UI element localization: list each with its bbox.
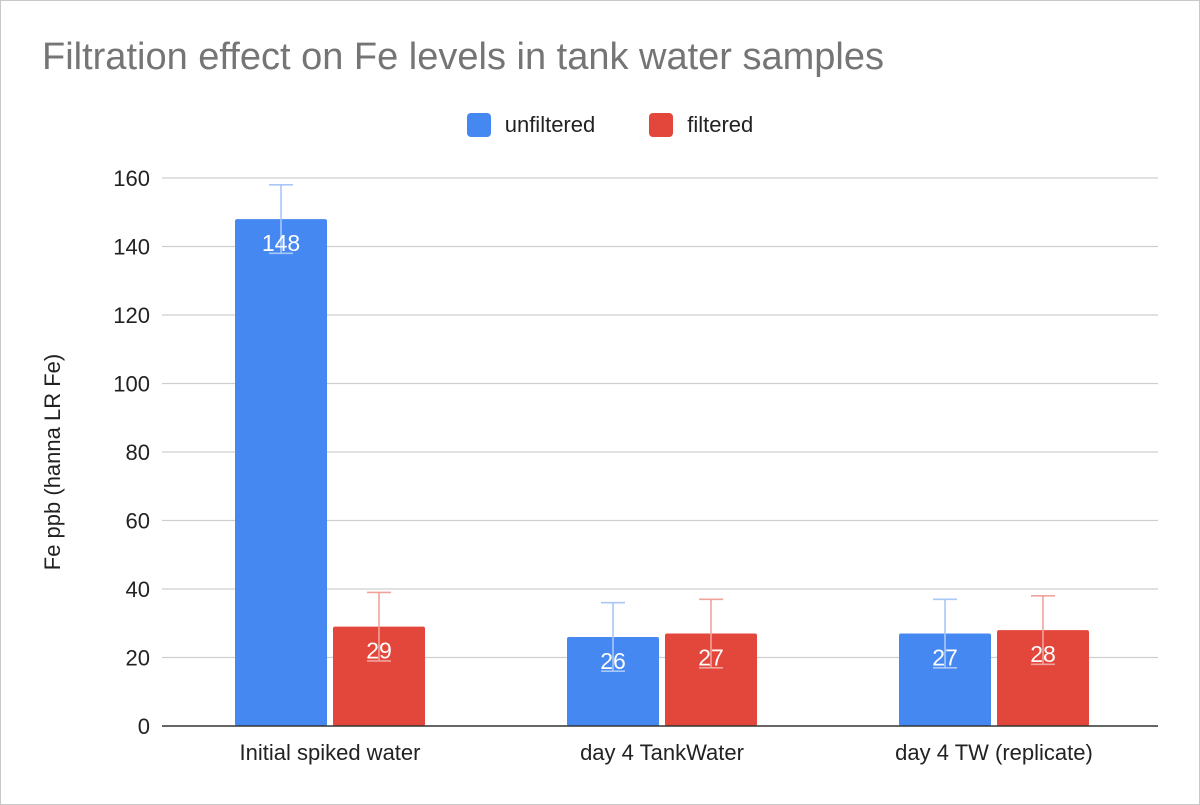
legend-swatch-unfiltered (466, 113, 491, 137)
legend-item-unfiltered[interactable]: unfiltered (447, 112, 596, 138)
x-tick-label: Initial spiked water (240, 740, 421, 765)
bar-unfiltered (899, 633, 991, 726)
data-label: 27 (698, 645, 724, 671)
y-tick-label: 60 (126, 509, 150, 534)
bar-unfiltered (235, 219, 327, 726)
bar-filtered (333, 626, 425, 726)
x-tick-label: day 4 TankWater (580, 740, 744, 765)
y-axis-title: Fe ppb (hanna LR Fe) (40, 354, 65, 570)
y-tick-label: 160 (113, 166, 150, 191)
y-tick-label: 140 (113, 235, 150, 260)
x-tick-label: day 4 TW (replicate) (895, 740, 1093, 765)
data-label: 148 (262, 230, 300, 256)
gridlines (162, 177, 1158, 659)
y-tick-label: 80 (126, 440, 150, 465)
legend-label-unfiltered: unfiltered (504, 112, 596, 137)
data-labels: 148 29 26 27 27 28 (262, 230, 1056, 674)
data-label: 29 (366, 638, 392, 664)
y-tick-labels: 0 20 40 60 80 100 120 140 160 (113, 166, 150, 739)
y-tick-label: 120 (113, 303, 150, 328)
legend-label-filtered: filtered (687, 112, 754, 137)
data-label: 28 (1030, 641, 1056, 667)
data-label: 26 (600, 648, 626, 674)
legend: unfiltered filtered (0, 108, 1200, 142)
y-tick-label: 40 (126, 577, 150, 602)
legend-item-filtered[interactable]: filtered (629, 112, 753, 138)
y-tick-label: 0 (138, 714, 150, 739)
bar-filtered (997, 630, 1089, 726)
y-tick-label: 100 (113, 372, 150, 397)
legend-swatch-filtered (649, 113, 674, 137)
x-tick-labels: Initial spiked water day 4 TankWater day 4… (240, 740, 1093, 765)
bar-filtered (665, 633, 757, 726)
chart-title: Filtration effect on Fe levels in tank w… (42, 36, 885, 78)
y-tick-label: 20 (126, 646, 150, 671)
error-bars (269, 184, 1055, 673)
bars (235, 219, 1089, 726)
data-label: 27 (932, 645, 958, 671)
bar-unfiltered (567, 636, 659, 726)
